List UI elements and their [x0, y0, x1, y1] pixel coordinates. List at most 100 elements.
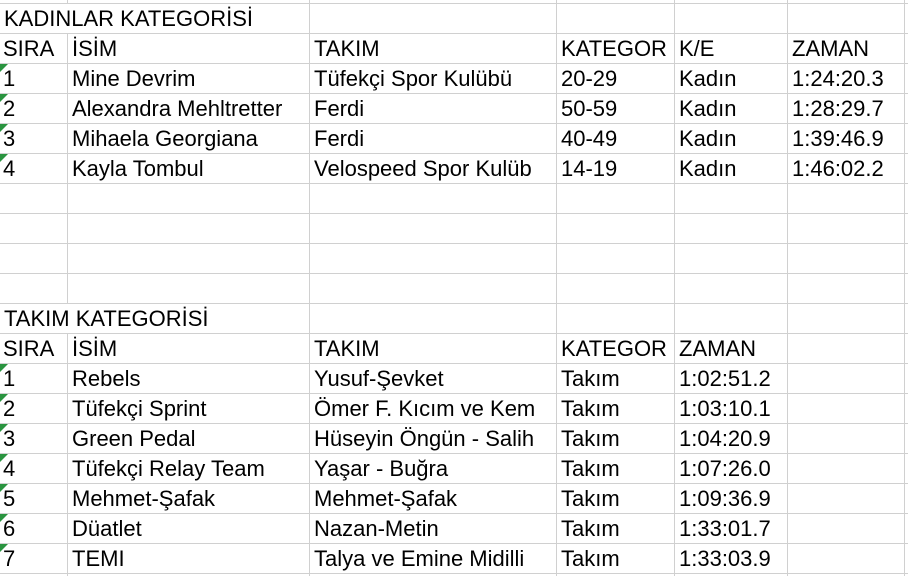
empty-cell[interactable]: [905, 124, 908, 154]
empty-cell[interactable]: [788, 484, 905, 514]
header-cell-ke[interactable]: K/E: [675, 34, 788, 64]
header-cell-zaman[interactable]: ZAMAN: [788, 34, 905, 64]
cell-team[interactable]: Ömer F. Kıcım ve Kem: [310, 394, 557, 424]
empty-cell[interactable]: [310, 4, 557, 34]
empty-cell[interactable]: [557, 0, 675, 4]
cell-team[interactable]: Yusuf-Şevket: [310, 364, 557, 394]
cell-time[interactable]: 1:02:51.2: [675, 364, 788, 394]
empty-cell[interactable]: [68, 244, 310, 274]
empty-cell[interactable]: [68, 184, 310, 214]
empty-cell[interactable]: [68, 0, 310, 4]
cell-category[interactable]: Takım: [557, 514, 675, 544]
cell-rank[interactable]: 2: [0, 394, 68, 424]
empty-cell[interactable]: [788, 514, 905, 544]
empty-cell[interactable]: [310, 0, 557, 4]
empty-cell[interactable]: [0, 244, 68, 274]
empty-cell[interactable]: [68, 574, 310, 576]
cell-rank[interactable]: 1: [0, 364, 68, 394]
header-cell-takim[interactable]: TAKIM: [310, 34, 557, 64]
cell-time[interactable]: 1:09:36.9: [675, 484, 788, 514]
empty-cell[interactable]: [788, 334, 905, 364]
cell-team[interactable]: Mehmet-Şafak: [310, 484, 557, 514]
header-cell-kategori[interactable]: KATEGOR: [557, 334, 675, 364]
cell-category[interactable]: Takım: [557, 484, 675, 514]
cell-name[interactable]: Tüfekçi Relay Team: [68, 454, 310, 484]
cell-time[interactable]: 1:46:02.2: [788, 154, 905, 184]
empty-cell[interactable]: [905, 304, 908, 334]
cell-name[interactable]: Düatlet: [68, 514, 310, 544]
cell-rank[interactable]: 7: [0, 544, 68, 574]
cell-time[interactable]: 1:33:01.7: [675, 514, 788, 544]
table1-title-cell[interactable]: KADINLAR KATEGORİSİ: [0, 4, 310, 34]
empty-cell[interactable]: [905, 484, 908, 514]
cell-category[interactable]: Takım: [557, 394, 675, 424]
cell-team[interactable]: Velospeed Spor Kulüb: [310, 154, 557, 184]
cell-category[interactable]: 50-59: [557, 94, 675, 124]
empty-cell[interactable]: [0, 184, 68, 214]
empty-cell[interactable]: [788, 424, 905, 454]
empty-cell[interactable]: [905, 544, 908, 574]
empty-cell[interactable]: [905, 364, 908, 394]
empty-cell[interactable]: [905, 424, 908, 454]
cell-category[interactable]: 14-19: [557, 154, 675, 184]
cell-team[interactable]: Ferdi: [310, 94, 557, 124]
empty-cell[interactable]: [905, 244, 908, 274]
empty-cell[interactable]: [310, 214, 557, 244]
cell-rank[interactable]: 1: [0, 64, 68, 94]
cell-rank[interactable]: 2: [0, 94, 68, 124]
cell-rank[interactable]: 3: [0, 424, 68, 454]
empty-cell[interactable]: [788, 184, 905, 214]
cell-rank[interactable]: 5: [0, 484, 68, 514]
cell-name[interactable]: Kayla Tombul: [68, 154, 310, 184]
empty-cell[interactable]: [788, 544, 905, 574]
empty-cell[interactable]: [557, 274, 675, 304]
empty-cell[interactable]: [905, 394, 908, 424]
cell-gender[interactable]: Kadın: [675, 94, 788, 124]
empty-cell[interactable]: [557, 304, 675, 334]
cell-gender[interactable]: Kadın: [675, 154, 788, 184]
empty-cell[interactable]: [905, 274, 908, 304]
cell-rank[interactable]: 6: [0, 514, 68, 544]
cell-time[interactable]: 1:03:10.1: [675, 394, 788, 424]
cell-team[interactable]: Tüfekçi Spor Kulübü: [310, 64, 557, 94]
cell-rank[interactable]: 3: [0, 124, 68, 154]
cell-time[interactable]: 1:39:46.9: [788, 124, 905, 154]
empty-cell[interactable]: [557, 574, 675, 576]
empty-cell[interactable]: [310, 184, 557, 214]
empty-cell[interactable]: [557, 184, 675, 214]
empty-cell[interactable]: [675, 274, 788, 304]
cell-name[interactable]: Alexandra Mehltretter: [68, 94, 310, 124]
empty-cell[interactable]: [310, 304, 557, 334]
cell-category[interactable]: Takım: [557, 454, 675, 484]
header-cell-sira[interactable]: SIRA: [0, 34, 68, 64]
empty-cell[interactable]: [905, 514, 908, 544]
empty-cell[interactable]: [905, 454, 908, 484]
empty-cell[interactable]: [788, 304, 905, 334]
header-cell-isim[interactable]: İSİM: [68, 34, 310, 64]
empty-cell[interactable]: [68, 214, 310, 244]
header-cell-takim[interactable]: TAKIM: [310, 334, 557, 364]
empty-cell[interactable]: [310, 574, 557, 576]
cell-time[interactable]: 1:28:29.7: [788, 94, 905, 124]
empty-cell[interactable]: [905, 64, 908, 94]
cell-time[interactable]: 1:24:20.3: [788, 64, 905, 94]
cell-team[interactable]: Ferdi: [310, 124, 557, 154]
empty-cell[interactable]: [310, 244, 557, 274]
cell-name[interactable]: Tüfekçi Sprint: [68, 394, 310, 424]
empty-cell[interactable]: [675, 184, 788, 214]
empty-cell[interactable]: [0, 574, 68, 576]
empty-cell[interactable]: [675, 4, 788, 34]
cell-category[interactable]: Takım: [557, 364, 675, 394]
empty-cell[interactable]: [905, 154, 908, 184]
empty-cell[interactable]: [905, 184, 908, 214]
empty-cell[interactable]: [905, 94, 908, 124]
empty-cell[interactable]: [788, 394, 905, 424]
empty-cell[interactable]: [788, 454, 905, 484]
header-cell-zaman[interactable]: ZAMAN: [675, 334, 788, 364]
cell-name[interactable]: TEMI: [68, 544, 310, 574]
empty-cell[interactable]: [0, 214, 68, 244]
header-cell-isim[interactable]: İSİM: [68, 334, 310, 364]
empty-cell[interactable]: [788, 274, 905, 304]
empty-cell[interactable]: [675, 304, 788, 334]
empty-cell[interactable]: [557, 4, 675, 34]
